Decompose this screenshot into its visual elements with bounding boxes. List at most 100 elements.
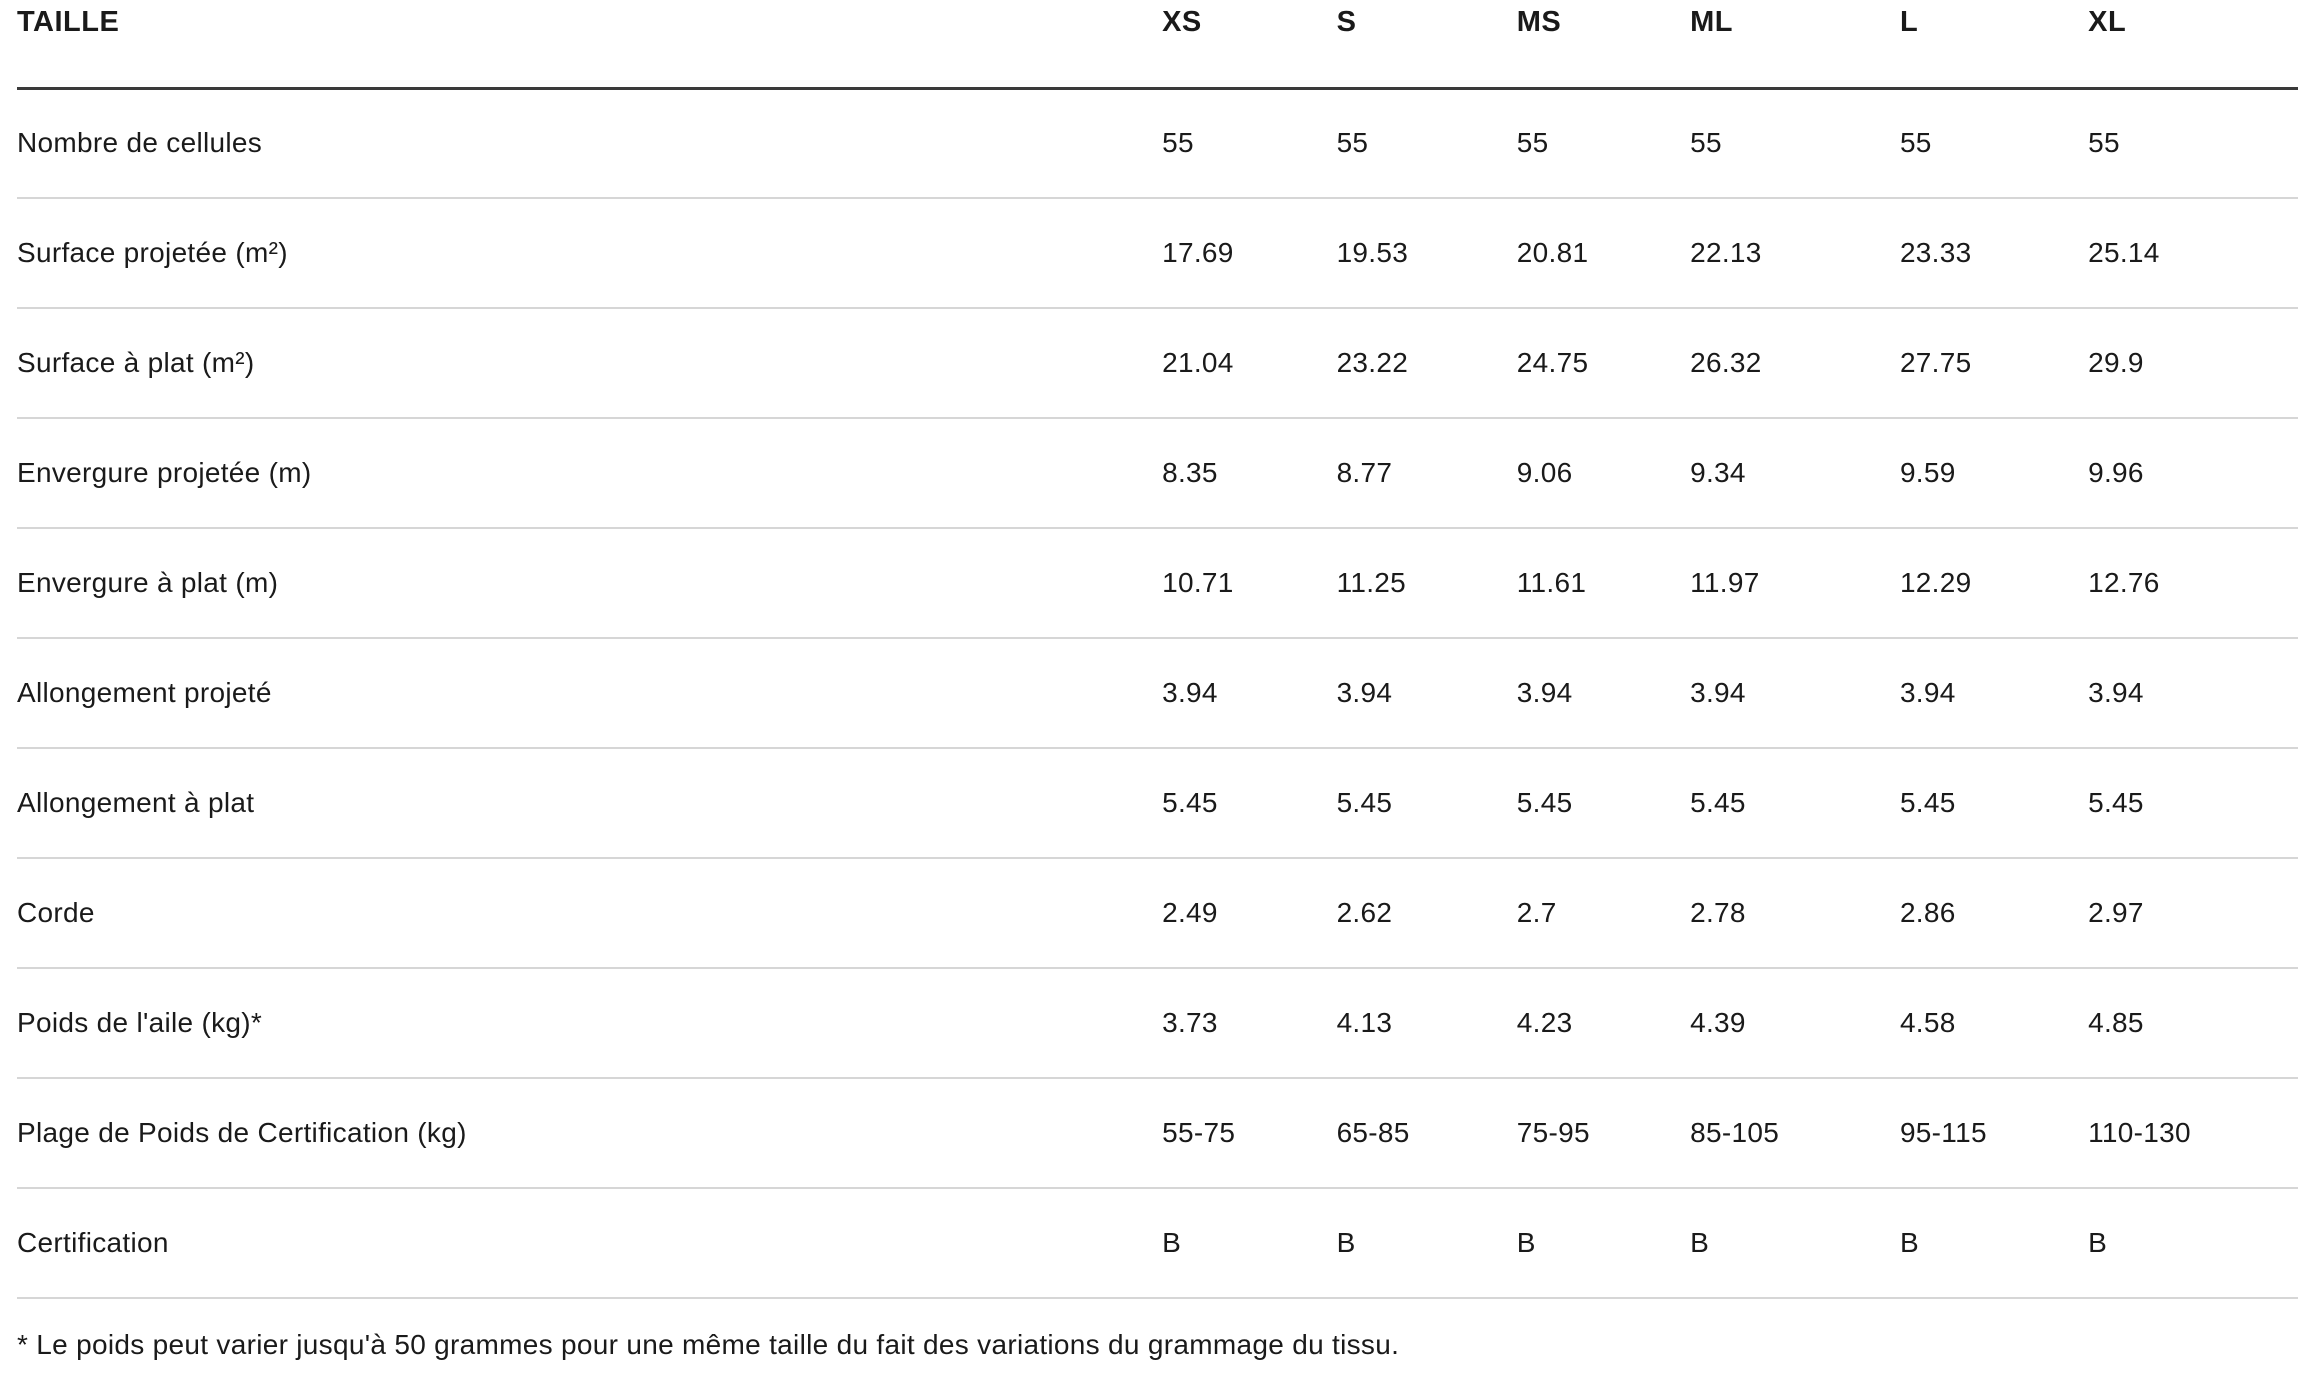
table-row: Envergure à plat (m) 10.71 11.25 11.61 11.97…	[17, 528, 2298, 639]
row-label: Envergure projetée (m)	[17, 418, 1163, 529]
cell-value: 26.32	[1690, 308, 1900, 419]
cell-value: B	[2088, 1188, 2298, 1299]
cell-value: 12.29	[1899, 528, 2089, 639]
cell-value: 5.45	[1336, 748, 1517, 859]
cell-value: 11.25	[1336, 528, 1517, 639]
size-spec-table-section: TAILLE XS S MS ML L XL Nombre de cellules 55 55…	[17, 0, 2298, 1361]
cell-value: 8.77	[1336, 418, 1517, 529]
header-label: TAILLE	[17, 0, 1163, 90]
cell-value: 55	[1162, 88, 1337, 199]
table-row: Surface à plat (m²) 21.04 23.22 24.75 26.32 2…	[17, 308, 2298, 419]
cell-value: B	[1516, 1188, 1691, 1299]
cell-value: 95-115	[1899, 1078, 2089, 1189]
table-row: Nombre de cellules 55 55 55 55 55 55	[17, 88, 2298, 199]
row-label: Allongement projeté	[17, 638, 1163, 749]
table-row: Allongement projeté 3.94 3.94 3.94 3.94 3.94 3…	[17, 638, 2298, 749]
cell-value: 21.04	[1162, 308, 1337, 419]
cell-value: 2.78	[1690, 858, 1900, 969]
cell-value: 4.85	[2088, 968, 2298, 1079]
cell-value: 24.75	[1516, 308, 1691, 419]
cell-value: 3.94	[1336, 638, 1517, 749]
column-header-xl: XL	[2088, 0, 2298, 90]
table-row: Envergure projetée (m) 8.35 8.77 9.06 9.34 9.…	[17, 418, 2298, 529]
row-label: Corde	[17, 858, 1163, 969]
cell-value: 5.45	[1516, 748, 1691, 859]
size-spec-table: TAILLE XS S MS ML L XL Nombre de cellules 55 55…	[17, 0, 2298, 1299]
column-header-l: L	[1899, 0, 2089, 90]
cell-value: 9.59	[1899, 418, 2089, 529]
column-header-xs: XS	[1162, 0, 1337, 90]
cell-value: 55	[1690, 88, 1900, 199]
table-row: Allongement à plat 5.45 5.45 5.45 5.45 5.45 5.…	[17, 748, 2298, 859]
cell-value: 22.13	[1690, 198, 1900, 309]
cell-value: 55	[1899, 88, 2089, 199]
cell-value: 2.49	[1162, 858, 1337, 969]
row-label: Envergure à plat (m)	[17, 528, 1163, 639]
cell-value: 5.45	[1162, 748, 1337, 859]
cell-value: 110-130	[2088, 1078, 2298, 1189]
row-label: Poids de l'aile (kg)*	[17, 968, 1163, 1079]
row-label: Nombre de cellules	[17, 88, 1163, 199]
cell-value: 5.45	[2088, 748, 2298, 859]
cell-value: 5.45	[1690, 748, 1900, 859]
cell-value: 65-85	[1336, 1078, 1517, 1189]
cell-value: 23.33	[1899, 198, 2089, 309]
cell-value: 85-105	[1690, 1078, 1900, 1189]
cell-value: 12.76	[2088, 528, 2298, 639]
cell-value: 55	[1516, 88, 1691, 199]
column-header-ml: ML	[1690, 0, 1900, 90]
cell-value: B	[1690, 1188, 1900, 1299]
weight-footnote: * Le poids peut varier jusqu'à 50 gramme…	[17, 1329, 1400, 1360]
row-label: Plage de Poids de Certification (kg)	[17, 1078, 1163, 1189]
cell-value: 29.9	[2088, 308, 2298, 419]
cell-value: 55	[2088, 88, 2298, 199]
row-label: Surface à plat (m²)	[17, 308, 1163, 419]
cell-value: 10.71	[1162, 528, 1337, 639]
cell-value: 27.75	[1899, 308, 2089, 419]
table-row: Certification B B B B B B	[17, 1188, 2298, 1299]
cell-value: 5.45	[1899, 748, 2089, 859]
cell-value: 3.94	[1899, 638, 2089, 749]
cell-value: 55-75	[1162, 1078, 1337, 1189]
cell-value: B	[1899, 1188, 2089, 1299]
cell-value: 4.23	[1516, 968, 1691, 1079]
cell-value: 9.34	[1690, 418, 1900, 529]
column-header-ms: MS	[1516, 0, 1691, 90]
cell-value: 4.13	[1336, 968, 1517, 1079]
cell-value: 75-95	[1516, 1078, 1691, 1189]
table-body: Nombre de cellules 55 55 55 55 55 55 Surface pr…	[17, 88, 2298, 1299]
row-label: Certification	[17, 1188, 1163, 1299]
cell-value: 23.22	[1336, 308, 1517, 419]
cell-value: 55	[1336, 88, 1517, 199]
cell-value: 3.73	[1162, 968, 1337, 1079]
cell-value: 4.39	[1690, 968, 1900, 1079]
header-row: TAILLE XS S MS ML L XL	[17, 0, 2298, 90]
cell-value: 3.94	[1162, 638, 1337, 749]
cell-value: 2.97	[2088, 858, 2298, 969]
cell-value: 11.97	[1690, 528, 1900, 639]
cell-value: 9.96	[2088, 418, 2298, 529]
table-row: Surface projetée (m²) 17.69 19.53 20.81 22.1…	[17, 198, 2298, 309]
cell-value: 9.06	[1516, 418, 1691, 529]
cell-value: 2.86	[1899, 858, 2089, 969]
cell-value: B	[1162, 1188, 1337, 1299]
cell-value: B	[1336, 1188, 1517, 1299]
table-row: Poids de l'aile (kg)* 3.73 4.13 4.23 4.39 4.5…	[17, 968, 2298, 1079]
row-label: Allongement à plat	[17, 748, 1163, 859]
cell-value: 2.7	[1516, 858, 1691, 969]
cell-value: 3.94	[1516, 638, 1691, 749]
column-header-s: S	[1336, 0, 1517, 90]
cell-value: 8.35	[1162, 418, 1337, 529]
cell-value: 3.94	[1690, 638, 1900, 749]
cell-value: 20.81	[1516, 198, 1691, 309]
cell-value: 2.62	[1336, 858, 1517, 969]
row-label: Surface projetée (m²)	[17, 198, 1163, 309]
cell-value: 17.69	[1162, 198, 1337, 309]
cell-value: 3.94	[2088, 638, 2298, 749]
cell-value: 11.61	[1516, 528, 1691, 639]
table-row: Plage de Poids de Certification (kg) 55-7…	[17, 1078, 2298, 1189]
cell-value: 19.53	[1336, 198, 1517, 309]
cell-value: 4.58	[1899, 968, 2089, 1079]
cell-value: 25.14	[2088, 198, 2298, 309]
table-row: Corde 2.49 2.62 2.7 2.78 2.86 2.97	[17, 858, 2298, 969]
